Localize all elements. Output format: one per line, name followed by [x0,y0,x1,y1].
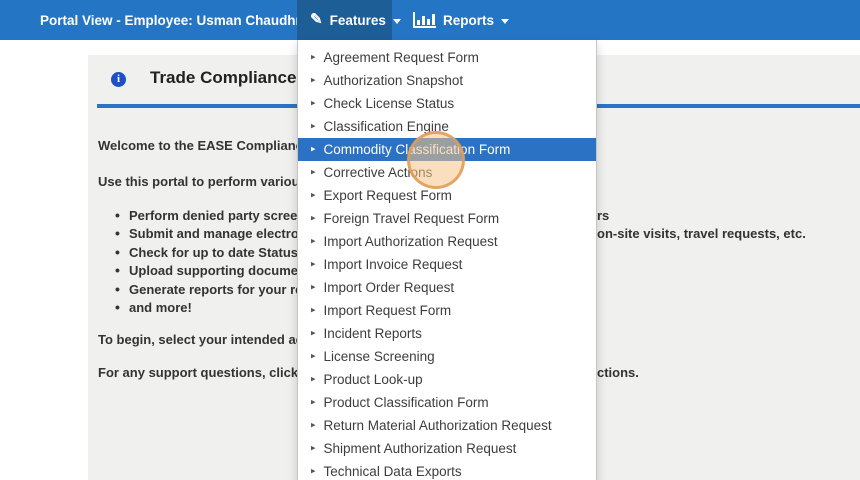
bullet-item: Check for up to date Status in [115,244,313,260]
submenu-arrow-icon: ▸ [311,74,316,85]
caret-down-icon [392,18,401,24]
dropdown-item-classification-engine[interactable]: ▸ Classification Engine [298,115,596,138]
submenu-arrow-icon: ▸ [311,97,316,108]
submenu-arrow-icon: ▸ [311,419,316,430]
dropdown-item-label: Commodity Classification Form [323,142,511,157]
nav-item-features[interactable]: ✎ Features [297,0,401,40]
dropdown-item-label: Import Order Request [323,280,455,295]
dropdown-item-label: Export Request Form [323,188,452,203]
submenu-arrow-icon: ▸ [311,465,316,476]
dropdown-item-import-invoice-request[interactable]: ▸ Import Invoice Request [298,253,596,276]
bullet-item: Upload supporting document [115,262,310,278]
dropdown-item-label: Import Invoice Request [323,257,463,272]
dropdown-item-authorization-snapshot[interactable]: ▸ Authorization Snapshot [298,69,596,92]
dropdown-item-label: License Screening [323,349,435,364]
submenu-arrow-icon: ▸ [311,51,316,62]
dropdown-item-shipment-authorization-request[interactable]: ▸ Shipment Authorization Request [298,437,596,460]
submenu-arrow-icon: ▸ [311,166,316,177]
dropdown-item-label: Incident Reports [323,326,422,341]
bullet-item: and more! [115,299,192,315]
dropdown-item-label: Import Request Form [323,303,452,318]
submenu-arrow-icon: ▸ [311,327,316,338]
dropdown-item-label: Product Classification Form [323,395,489,410]
nav-item-reports-label: Reports [443,12,495,28]
submenu-arrow-icon: ▸ [311,350,316,361]
features-dropdown-menu: ▸ Agreement Request Form ▸ Authorization S… [297,40,597,480]
dropdown-item-label: Corrective Actions [323,165,433,180]
dropdown-item-check-license-status[interactable]: ▸ Check License Status [298,92,596,115]
bar-chart-icon [413,12,436,28]
submenu-arrow-icon: ▸ [311,120,316,131]
dropdown-item-incident-reports[interactable]: ▸ Incident Reports [298,322,596,345]
dropdown-item-agreement-request-form[interactable]: ▸ Agreement Request Form [298,46,596,69]
bullet-item: Submit and manage electroni [115,225,310,241]
nav-item-features-label: Features [329,12,386,28]
dropdown-item-technical-data-exports[interactable]: ▸ Technical Data Exports [298,460,596,480]
caret-down-icon [501,18,510,24]
welcome-text: Welcome to the EASE Compliance [98,138,311,153]
dropdown-item-label: Shipment Authorization Request [323,441,517,456]
submenu-arrow-icon: ▸ [311,258,316,269]
text-fragment: on-site visits, travel requests, etc. [597,226,806,241]
submenu-arrow-icon: ▸ [311,373,316,384]
submenu-arrow-icon: ▸ [311,143,316,154]
bullet-item: Perform denied party screeni [115,207,309,223]
submenu-arrow-icon: ▸ [311,235,316,246]
support-text: For any support questions, click on [98,365,318,380]
dropdown-item-label: Return Material Authorization Request [323,418,552,433]
dropdown-item-product-classification-form[interactable]: ▸ Product Classification Form [298,391,596,414]
dropdown-item-import-order-request[interactable]: ▸ Import Order Request [298,276,596,299]
navbar-brand[interactable]: Portal View - Employee: Usman Chaudhry [40,12,309,28]
dropdown-item-foreign-travel-request-form[interactable]: ▸ Foreign Travel Request Form [298,207,596,230]
dropdown-item-label: Authorization Snapshot [323,73,464,88]
dropdown-item-label: Agreement Request Form [323,50,479,65]
text-fragment: rs [597,208,610,223]
submenu-arrow-icon: ▸ [311,281,316,292]
dropdown-item-import-authorization-request[interactable]: ▸ Import Authorization Request [298,230,596,253]
submenu-arrow-icon: ▸ [311,442,316,453]
page-title: Trade Compliance [150,68,297,87]
dropdown-item-product-look-up[interactable]: ▸ Product Look-up [298,368,596,391]
dropdown-item-label: Foreign Travel Request Form [323,211,500,226]
to-begin-text: To begin, select your intended activ [98,332,319,347]
bullet-item: Generate reports for your rec [115,281,310,297]
submenu-arrow-icon: ▸ [311,189,316,200]
info-icon: i [111,72,126,87]
dropdown-item-export-request-form[interactable]: ▸ Export Request Form [298,184,596,207]
submenu-arrow-icon: ▸ [311,396,316,407]
pencil-icon: ✎ [310,10,323,28]
dropdown-item-label: Classification Engine [323,119,449,134]
dropdown-item-commodity-classification-form[interactable]: ▸ Commodity Classification Form [298,138,596,161]
text-fragment: ctions. [597,365,639,380]
dropdown-item-license-screening[interactable]: ▸ License Screening [298,345,596,368]
dropdown-item-label: Technical Data Exports [323,464,462,479]
dropdown-item-corrective-actions[interactable]: ▸ Corrective Actions [298,161,596,184]
dropdown-item-return-material-authorization-request[interactable]: ▸ Return Material Authorization Request [298,414,596,437]
dropdown-item-label: Import Authorization Request [323,234,498,249]
nav-item-reports[interactable]: Reports [400,0,522,40]
submenu-arrow-icon: ▸ [311,304,316,315]
navbar: Portal View - Employee: Usman Chaudhry ✎… [0,0,860,40]
dropdown-item-label: Product Look-up [323,372,423,387]
dropdown-item-label: Check License Status [323,96,455,111]
intro-text: Use this portal to perform various a [98,174,318,189]
submenu-arrow-icon: ▸ [311,212,316,223]
dropdown-item-import-request-form[interactable]: ▸ Import Request Form [298,299,596,322]
